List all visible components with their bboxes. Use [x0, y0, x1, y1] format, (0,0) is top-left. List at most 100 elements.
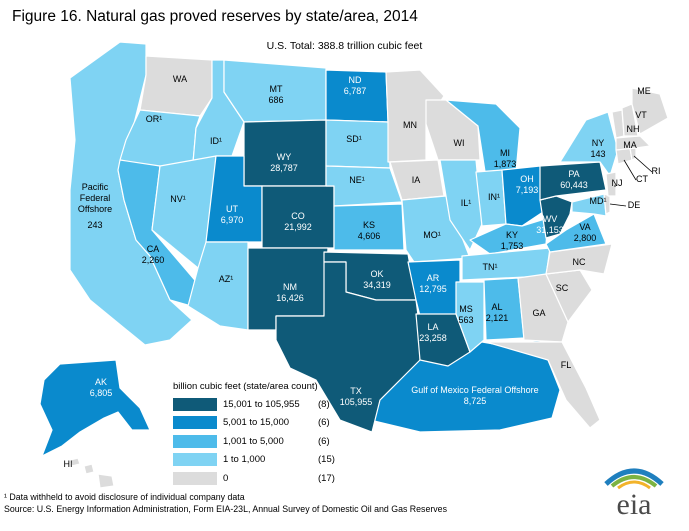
- legend-label: 1 to 1,000: [223, 454, 266, 466]
- legend-label: 5,001 to 15,000: [223, 417, 290, 429]
- legend-row: 0 (17): [173, 469, 335, 488]
- region-LA[interactable]: [415, 313, 471, 367]
- region-HI-2[interactable]: [83, 463, 95, 475]
- label-ok-value: 34,319: [363, 280, 391, 290]
- legend-label: 15,001 to 105,955: [223, 398, 300, 410]
- region-SD[interactable]: [325, 119, 391, 169]
- label-ar-value: 12,795: [419, 284, 447, 294]
- region-HI[interactable]: [69, 457, 81, 467]
- region-NC[interactable]: [545, 243, 613, 275]
- label-me-abbr: ME: [637, 86, 651, 96]
- region-MS[interactable]: [455, 281, 485, 353]
- label-ca-value: 2,260: [142, 255, 165, 265]
- label-ak-abbr: AK: [95, 377, 107, 387]
- logo-arc-yellow: [617, 480, 651, 490]
- legend: billion cubic feet (state/area count) 15…: [173, 381, 335, 488]
- label-sc-abbr: SC: [556, 283, 569, 293]
- label-wa-abbr: WA: [173, 74, 187, 84]
- leader-line-ri: [633, 155, 653, 173]
- legend-count: (6): [318, 417, 330, 429]
- label-ks-value: 4,606: [358, 231, 381, 241]
- region-NJ[interactable]: [605, 171, 617, 197]
- eia-logo-icon[interactable]: eia: [598, 462, 670, 518]
- label-de-abbr: DE: [628, 200, 641, 210]
- region-NH[interactable]: [621, 103, 639, 137]
- leader-line-ct: [623, 159, 637, 181]
- legend-swatch: [173, 434, 217, 448]
- label-or-abbr: OR¹: [146, 114, 163, 124]
- region-OH[interactable]: [501, 165, 547, 227]
- label-ms-value: 563: [458, 315, 473, 325]
- legend-count: (6): [318, 435, 330, 447]
- label-oh-abbr: OH: [520, 174, 534, 184]
- region-CT[interactable]: [615, 147, 633, 165]
- region-WA[interactable]: [139, 55, 213, 117]
- label-ar-abbr: AR: [427, 273, 440, 283]
- label-ak-value: 6,805: [90, 388, 113, 398]
- legend-label: 0: [223, 472, 229, 484]
- region-MD[interactable]: [571, 193, 607, 217]
- label-id-abbr: ID¹: [210, 136, 222, 146]
- label-va-value: 2,800: [574, 233, 597, 243]
- label-pacific-value: 243: [87, 220, 102, 230]
- figure-title: Figure 16. Natural gas proved reserves b…: [12, 8, 418, 25]
- label-ut-abbr: UT: [226, 204, 238, 214]
- label-al-abbr: AL: [491, 302, 502, 312]
- label-il-abbr: IL¹: [461, 198, 472, 208]
- label-ny-value: 143: [590, 149, 605, 159]
- label-al-value: 2,121: [486, 313, 509, 323]
- legend-title: billion cubic feet (state/area count): [173, 381, 318, 392]
- label-pa-abbr: PA: [568, 169, 579, 179]
- region-HI-3[interactable]: [97, 473, 115, 489]
- label-ut-value: 6,970: [221, 215, 244, 225]
- label-mt-abbr: MT: [270, 84, 283, 94]
- region-GA[interactable]: [517, 273, 569, 343]
- label-pacific-line3: Offshore: [78, 204, 112, 214]
- label-gulf-name: Gulf of Mexico Federal Offshore: [411, 385, 538, 395]
- legend-row: 5,001 to 15,000 (6): [173, 414, 335, 433]
- region-PA[interactable]: [539, 161, 607, 201]
- label-az-abbr: AZ¹: [219, 274, 234, 284]
- label-ny-abbr: NY: [592, 138, 605, 148]
- label-tx-value: 105,955: [340, 397, 373, 407]
- region-FL[interactable]: [485, 341, 601, 429]
- region-VA[interactable]: [545, 213, 607, 253]
- region-MO[interactable]: [401, 195, 471, 263]
- label-ne-abbr: NE¹: [349, 175, 365, 185]
- legend-label: 1,001 to 5,000: [223, 435, 284, 447]
- logo-arc-blue: [604, 468, 664, 486]
- label-co-abbr: CO: [291, 211, 305, 221]
- label-wi-abbr: WI: [454, 138, 465, 148]
- label-gulf-value: 8,725: [464, 396, 487, 406]
- region-ME[interactable]: [631, 87, 669, 135]
- label-oh-value: 7,193: [516, 185, 539, 195]
- legend-row: 1,001 to 5,000 (6): [173, 432, 335, 451]
- label-ca-abbr: CA: [147, 244, 160, 254]
- label-mt-value: 686: [268, 95, 283, 105]
- us-total-subtitle: U.S. Total: 388.8 trillion cubic feet: [266, 40, 423, 52]
- label-pacific-line2: Federal: [80, 193, 111, 203]
- region-KS[interactable]: [333, 203, 405, 251]
- legend-swatch: [173, 453, 217, 467]
- label-ma-abbr: MA: [623, 140, 637, 150]
- region-AK[interactable]: [39, 359, 151, 457]
- label-nv-abbr: NV¹: [170, 194, 186, 204]
- label-ga-abbr: GA: [532, 308, 545, 318]
- label-ms-abbr: MS: [459, 304, 473, 314]
- region-MN[interactable]: [385, 69, 445, 163]
- label-la-abbr: LA: [427, 322, 438, 332]
- region-AL[interactable]: [483, 277, 525, 341]
- label-hi-abbr: HI: [64, 459, 73, 469]
- label-ky-value: 1,753: [501, 241, 524, 251]
- label-in-abbr: IN¹: [488, 192, 500, 202]
- logo-text: eia: [617, 488, 652, 518]
- label-nd-value: 6,787: [344, 86, 367, 96]
- region-NE[interactable]: [325, 165, 403, 207]
- label-fl-abbr: FL: [561, 360, 572, 370]
- leader-line-de: [609, 203, 627, 207]
- region-AZ[interactable]: [187, 241, 249, 331]
- label-vt-abbr: VT: [635, 110, 647, 120]
- label-va-abbr: VA: [579, 222, 590, 232]
- label-tx-abbr: TX: [350, 386, 362, 396]
